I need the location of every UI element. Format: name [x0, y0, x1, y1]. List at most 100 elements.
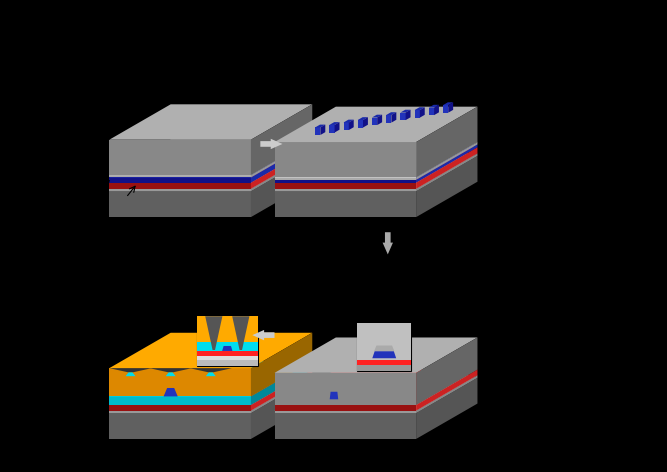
Polygon shape	[109, 370, 312, 405]
Polygon shape	[416, 144, 478, 183]
Polygon shape	[275, 413, 416, 439]
Polygon shape	[415, 110, 420, 118]
Polygon shape	[109, 396, 251, 405]
Polygon shape	[335, 122, 340, 133]
Polygon shape	[275, 183, 416, 189]
Polygon shape	[383, 232, 393, 254]
Polygon shape	[251, 142, 312, 183]
Polygon shape	[275, 153, 478, 189]
Polygon shape	[109, 375, 312, 411]
Polygon shape	[315, 125, 325, 127]
Polygon shape	[363, 117, 368, 127]
Polygon shape	[315, 127, 320, 135]
Bar	[357, 365, 412, 371]
Polygon shape	[372, 115, 382, 118]
Bar	[197, 342, 258, 351]
Polygon shape	[232, 316, 249, 350]
Polygon shape	[400, 112, 406, 120]
Polygon shape	[109, 368, 251, 396]
Bar	[197, 351, 258, 356]
Polygon shape	[211, 350, 216, 351]
Bar	[357, 323, 412, 371]
Polygon shape	[109, 147, 312, 183]
Polygon shape	[109, 183, 251, 189]
Polygon shape	[275, 156, 478, 191]
Polygon shape	[416, 142, 478, 180]
Polygon shape	[416, 370, 478, 411]
Polygon shape	[275, 337, 478, 373]
Polygon shape	[109, 368, 151, 372]
Polygon shape	[165, 372, 175, 376]
Polygon shape	[329, 122, 340, 125]
Polygon shape	[344, 122, 349, 130]
Polygon shape	[251, 156, 312, 217]
Polygon shape	[416, 378, 478, 439]
Polygon shape	[251, 378, 312, 439]
Polygon shape	[392, 112, 396, 123]
Polygon shape	[429, 108, 434, 115]
Bar	[197, 356, 258, 360]
Polygon shape	[260, 139, 283, 149]
Polygon shape	[109, 104, 312, 140]
Polygon shape	[434, 105, 439, 115]
Polygon shape	[429, 105, 439, 108]
Polygon shape	[275, 142, 478, 177]
Polygon shape	[109, 378, 312, 413]
Polygon shape	[205, 316, 222, 350]
Polygon shape	[344, 119, 354, 122]
Polygon shape	[109, 177, 251, 183]
Polygon shape	[372, 118, 378, 125]
Polygon shape	[109, 142, 312, 177]
Polygon shape	[275, 189, 416, 191]
Polygon shape	[252, 330, 275, 340]
Polygon shape	[206, 372, 215, 376]
Polygon shape	[109, 153, 312, 189]
Polygon shape	[358, 120, 363, 127]
Polygon shape	[443, 102, 453, 105]
Polygon shape	[109, 189, 251, 191]
Polygon shape	[275, 191, 416, 217]
Polygon shape	[275, 375, 478, 411]
Polygon shape	[189, 368, 232, 372]
Polygon shape	[251, 153, 312, 191]
Polygon shape	[109, 175, 251, 177]
Bar	[197, 360, 258, 366]
Polygon shape	[109, 333, 312, 368]
Polygon shape	[109, 411, 251, 413]
Polygon shape	[275, 370, 478, 405]
Polygon shape	[109, 413, 251, 439]
Polygon shape	[275, 142, 416, 177]
Polygon shape	[163, 388, 177, 396]
Polygon shape	[275, 378, 478, 413]
Polygon shape	[109, 140, 251, 175]
Polygon shape	[329, 392, 338, 399]
Polygon shape	[275, 405, 416, 411]
Polygon shape	[416, 147, 478, 189]
Polygon shape	[275, 107, 478, 142]
Bar	[197, 316, 258, 342]
Polygon shape	[416, 156, 478, 217]
Polygon shape	[109, 405, 251, 411]
Polygon shape	[251, 361, 312, 405]
Polygon shape	[448, 102, 453, 113]
Polygon shape	[416, 153, 478, 191]
Polygon shape	[372, 351, 396, 358]
Polygon shape	[374, 346, 394, 351]
Polygon shape	[125, 372, 135, 376]
Polygon shape	[415, 107, 425, 110]
Polygon shape	[275, 411, 416, 413]
Polygon shape	[238, 350, 243, 351]
Polygon shape	[416, 107, 478, 177]
Polygon shape	[275, 147, 478, 183]
Polygon shape	[416, 337, 478, 405]
Polygon shape	[251, 147, 312, 189]
Polygon shape	[386, 112, 396, 115]
Polygon shape	[251, 370, 312, 411]
Polygon shape	[275, 177, 416, 180]
Polygon shape	[275, 144, 478, 180]
Polygon shape	[358, 117, 368, 120]
Bar	[357, 323, 412, 360]
Polygon shape	[109, 361, 312, 396]
Polygon shape	[149, 368, 192, 372]
Polygon shape	[420, 107, 425, 118]
